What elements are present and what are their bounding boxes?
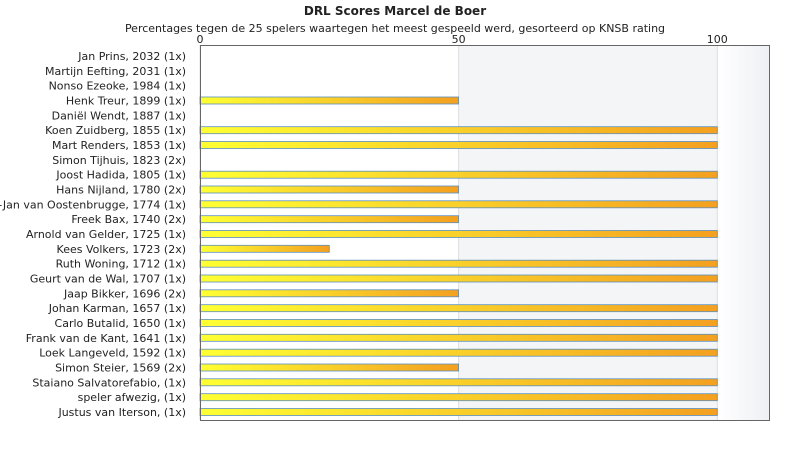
bar [199,378,718,387]
category-label: Johan Karman, 1657 (1x) [48,302,186,315]
bars [199,96,718,416]
x-axis-ticks: 0 50 100 [197,33,728,46]
category-label: Arnold van Gelder, 1725 (1x) [26,228,186,241]
category-label: Kees Volkers, 1723 (2x) [57,243,186,256]
chart-title: DRL Scores Marcel de Boer [303,4,487,18]
category-label: Simon Steier, 1569 (2x) [55,362,186,375]
x-tick-label: 0 [197,33,204,46]
bar [199,304,718,313]
bar [199,126,718,135]
category-label: t-Jan van Oostenbrugge, 1774 (1x) [0,198,186,211]
bar [199,319,718,327]
bar [199,141,718,149]
category-label: Simon Tijhuis, 1823 (2x) [52,154,186,167]
category-label: Carlo Butalid, 1650 (1x) [55,317,186,330]
category-label: Mart Renders, 1853 (1x) [52,139,186,152]
bar [199,244,330,253]
category-labels: Jan Prins, 2032 (1x) Martijn Eefting, 203… [0,50,186,419]
bar [199,185,460,194]
chart-subtitle: Percentages tegen de 25 spelers waartege… [124,22,666,35]
bar [199,170,718,179]
plot-band [717,45,769,420]
category-label: Geurt van de Wal, 1707 (1x) [30,273,186,286]
category-label: Jaap Bikker, 1696 (2x) [63,287,186,300]
category-label: Nonso Ezeoke, 1984 (1x) [49,80,186,93]
x-tick-label: 50 [452,33,466,46]
category-label: Freek Bax, 1740 (2x) [71,213,186,226]
category-label: Daniël Wendt, 1887 (1x) [52,109,186,122]
bar [199,200,718,209]
bar [199,348,718,357]
category-label: Henk Treur, 1899 (1x) [66,95,186,108]
category-label: Jan Prins, 2032 (1x) [77,50,186,63]
bar [199,408,718,416]
category-label: Martijn Eefting, 2031 (1x) [45,65,186,78]
bar [199,393,718,402]
category-label: Joost Hadida, 1805 (1x) [55,169,186,182]
category-label: Frank van de Kant, 1641 (1x) [26,332,186,345]
bar [199,289,460,298]
category-label: Staiano Salvatorefabio, (1x) [32,376,186,389]
x-tick-label: 100 [707,33,728,46]
bar [199,230,718,238]
bar [199,333,718,342]
category-label: Koen Zuidberg, 1855 (1x) [45,124,186,137]
category-label: Loek Langeveld, 1592 (1x) [39,347,186,360]
plot-frame [200,45,770,421]
bar [199,363,460,372]
bar [199,259,718,268]
category-label: speler afwezig, (1x) [78,391,186,404]
bar [199,96,460,105]
category-label: Ruth Woning, 1712 (1x) [56,258,186,271]
category-label: Justus van Iterson, (1x) [57,406,186,419]
bar [199,274,718,283]
bar [199,215,460,224]
category-label: Hans Nijland, 1780 (2x) [56,184,186,197]
